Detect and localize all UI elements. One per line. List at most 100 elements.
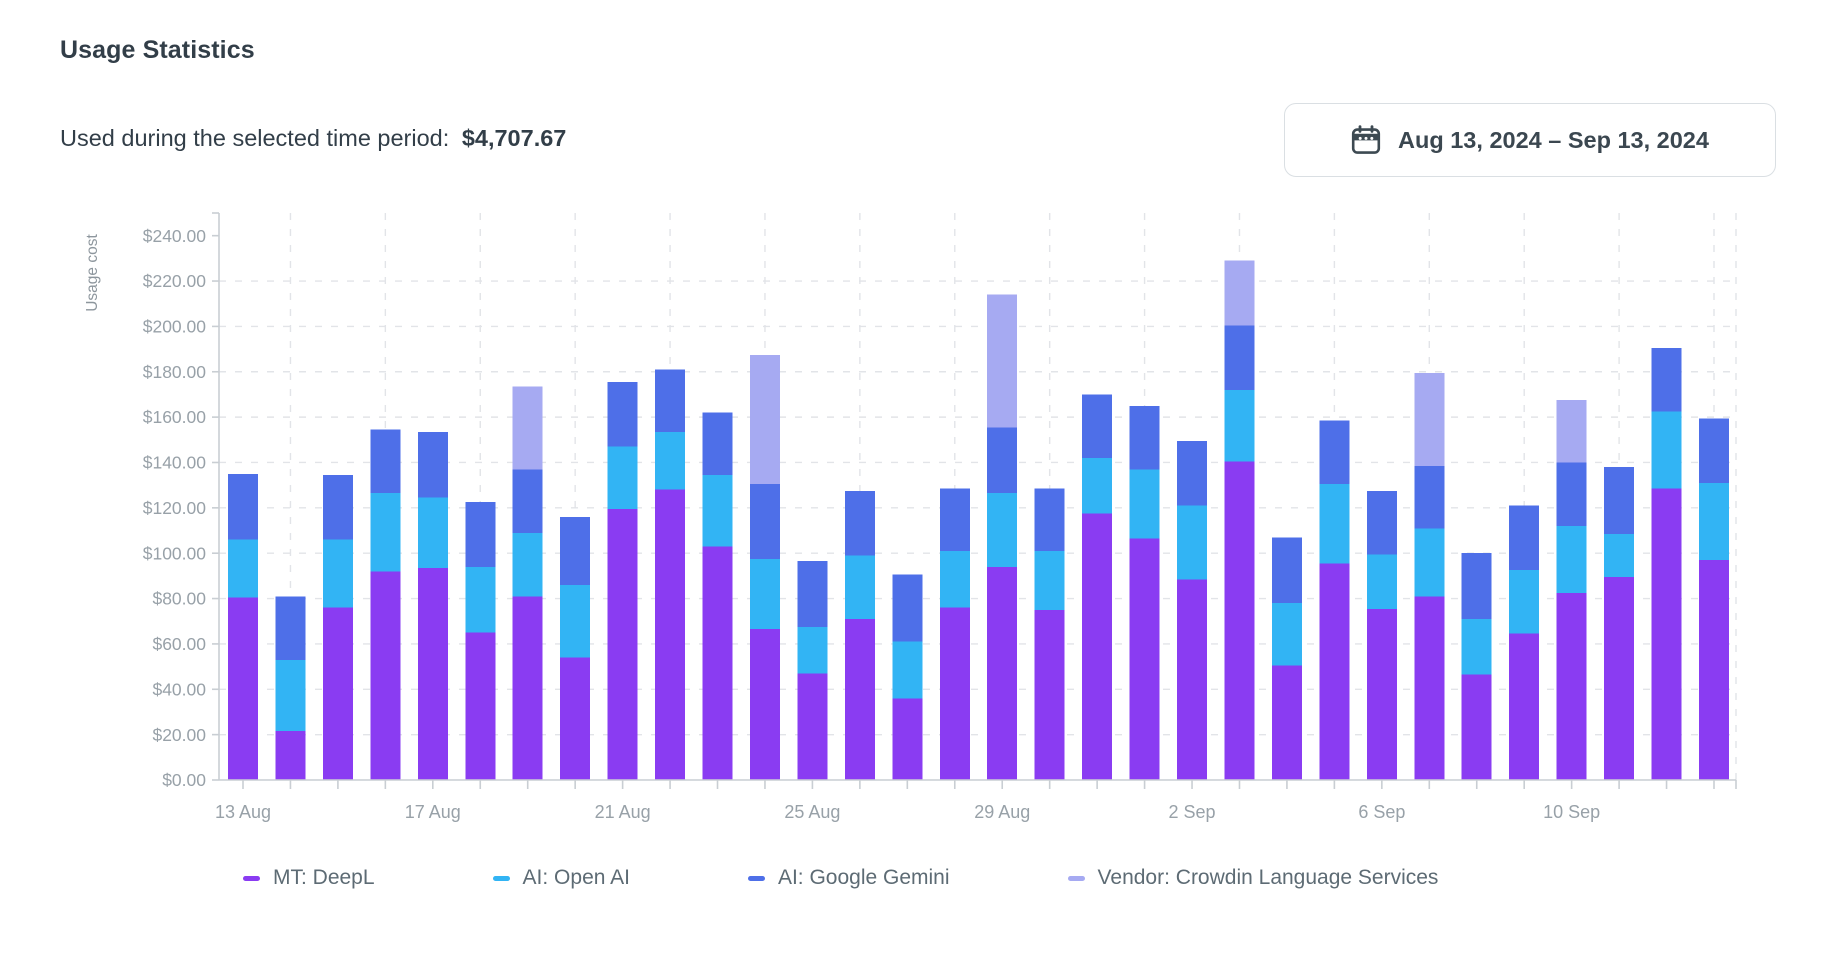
bar-segment[interactable] <box>512 596 543 780</box>
bar-segment[interactable] <box>1271 665 1302 780</box>
bar-segment[interactable] <box>1129 538 1160 780</box>
bar-segment[interactable] <box>1556 525 1587 593</box>
bar-segment[interactable] <box>1414 596 1445 780</box>
bar-segment[interactable] <box>797 673 828 780</box>
bar-segment[interactable] <box>465 566 496 633</box>
legend-item[interactable]: Vendor: Crowdin Language Services <box>1067 866 1438 890</box>
bar-segment[interactable] <box>844 618 875 780</box>
bar-segment[interactable] <box>892 698 923 780</box>
legend-item[interactable]: MT: DeepL <box>243 866 375 890</box>
bar-segment[interactable] <box>1699 482 1729 561</box>
bar-segment[interactable] <box>1082 513 1113 780</box>
bar-segment[interactable] <box>1509 570 1540 634</box>
bar-segment[interactable] <box>370 571 401 780</box>
bar-segment[interactable] <box>607 446 638 509</box>
bar-segment[interactable] <box>1034 550 1065 610</box>
bar-segment[interactable] <box>1319 420 1350 485</box>
bar-segment[interactable] <box>655 431 686 490</box>
bar-segment[interactable] <box>987 566 1018 780</box>
bar-segment[interactable] <box>512 532 543 597</box>
bar-segment[interactable] <box>1699 418 1729 483</box>
bar-segment[interactable] <box>1604 533 1635 578</box>
bar-segment[interactable] <box>1319 484 1350 564</box>
bar-segment[interactable] <box>1082 394 1113 458</box>
bar-segment[interactable] <box>1461 553 1492 619</box>
bar-segment[interactable] <box>275 731 306 780</box>
bar-segment[interactable] <box>655 369 686 432</box>
bar-segment[interactable] <box>1509 505 1540 571</box>
bar-segment[interactable] <box>228 539 258 598</box>
bar-segment[interactable] <box>1699 560 1729 780</box>
bar-segment[interactable] <box>939 607 970 780</box>
bar-segment[interactable] <box>560 516 591 585</box>
bar-segment[interactable] <box>1604 577 1635 780</box>
bar-segment[interactable] <box>1319 563 1350 780</box>
bar-segment[interactable] <box>1177 579 1208 780</box>
bar-segment[interactable] <box>1224 389 1255 462</box>
bar-segment[interactable] <box>1651 347 1682 412</box>
bar-segment[interactable] <box>1556 400 1587 463</box>
bar-segment[interactable] <box>1366 608 1397 780</box>
bar-segment[interactable] <box>1034 609 1065 780</box>
bar-segment[interactable] <box>797 626 828 674</box>
bar-segment[interactable] <box>370 493 401 572</box>
bar-segment[interactable] <box>512 469 543 533</box>
bar-segment[interactable] <box>607 508 638 780</box>
bar-segment[interactable] <box>228 597 258 780</box>
bar-segment[interactable] <box>844 490 875 556</box>
bar-segment[interactable] <box>1461 674 1492 780</box>
bar-segment[interactable] <box>702 412 733 475</box>
bar-segment[interactable] <box>560 657 591 780</box>
bar-segment[interactable] <box>1177 440 1208 506</box>
bar-segment[interactable] <box>417 497 448 568</box>
bar-segment[interactable] <box>987 427 1018 494</box>
bar-segment[interactable] <box>1034 488 1065 551</box>
bar-segment[interactable] <box>1556 462 1587 526</box>
date-range-picker-button[interactable]: Aug 13, 2024 – Sep 13, 2024 <box>1284 103 1776 177</box>
bar-segment[interactable] <box>417 567 448 780</box>
bar-segment[interactable] <box>512 386 543 470</box>
bar-segment[interactable] <box>1366 554 1397 609</box>
bar-segment[interactable] <box>702 474 733 547</box>
bar-segment[interactable] <box>1271 537 1302 604</box>
bar-segment[interactable] <box>1414 465 1445 529</box>
bar-segment[interactable] <box>1224 260 1255 326</box>
bar-segment[interactable] <box>228 473 258 540</box>
bar-segment[interactable] <box>987 294 1018 428</box>
bar-segment[interactable] <box>702 546 733 780</box>
bar-segment[interactable] <box>1082 457 1113 514</box>
bar-segment[interactable] <box>370 429 401 494</box>
bar-segment[interactable] <box>322 607 353 780</box>
bar-segment[interactable] <box>892 641 923 699</box>
bar-segment[interactable] <box>655 489 686 780</box>
bar-segment[interactable] <box>939 488 970 551</box>
bar-segment[interactable] <box>1651 411 1682 489</box>
bar-segment[interactable] <box>1224 325 1255 390</box>
bar-segment[interactable] <box>275 659 306 732</box>
bar-segment[interactable] <box>1461 618 1492 675</box>
bar-segment[interactable] <box>322 539 353 608</box>
bar-segment[interactable] <box>939 550 970 608</box>
bar-segment[interactable] <box>560 584 591 658</box>
bar-segment[interactable] <box>417 431 448 498</box>
bar-segment[interactable] <box>275 596 306 660</box>
bar-segment[interactable] <box>749 629 780 780</box>
bar-segment[interactable] <box>465 632 496 780</box>
bar-segment[interactable] <box>1366 490 1397 555</box>
bar-segment[interactable] <box>465 502 496 567</box>
bar-segment[interactable] <box>1604 467 1635 534</box>
bar-segment[interactable] <box>749 558 780 630</box>
bar-segment[interactable] <box>892 574 923 642</box>
bar-segment[interactable] <box>1224 461 1255 780</box>
legend-item[interactable]: AI: Google Gemini <box>747 866 950 890</box>
bar-segment[interactable] <box>749 354 780 485</box>
bar-segment[interactable] <box>607 381 638 447</box>
bar-segment[interactable] <box>749 484 780 559</box>
bar-segment[interactable] <box>1509 633 1540 780</box>
bar-segment[interactable] <box>322 474 353 540</box>
bar-segment[interactable] <box>1414 372 1445 466</box>
legend-item[interactable]: AI: Open AI <box>492 866 630 890</box>
bar-segment[interactable] <box>1271 603 1302 666</box>
bar-segment[interactable] <box>987 493 1018 567</box>
bar-segment[interactable] <box>1177 505 1208 580</box>
